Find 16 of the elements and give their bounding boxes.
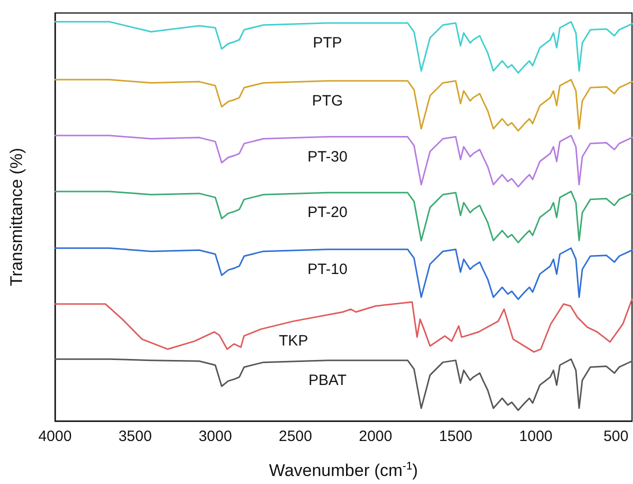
series-label: PTG (312, 92, 343, 110)
x-tick-label: 3500 (118, 428, 152, 445)
series-label: PT-30 (307, 148, 348, 166)
series-label: PBAT (308, 372, 347, 389)
x-tick-label: 2000 (358, 428, 392, 445)
series-label: TKP (278, 332, 308, 350)
x-tick-label: 1500 (439, 428, 472, 445)
x-tick-label: 2500 (278, 428, 312, 445)
x-tick-label: 1000 (519, 428, 553, 445)
series-label: PT-20 (307, 204, 348, 222)
series-label: PTP (312, 34, 342, 52)
x-tick-label: 500 (603, 428, 628, 445)
y-axis-title: Transmittance (%) (7, 148, 26, 286)
x-tick-label: 3000 (198, 428, 232, 445)
x-tick-label: 4000 (38, 428, 72, 445)
series-label: PT-10 (307, 260, 348, 278)
